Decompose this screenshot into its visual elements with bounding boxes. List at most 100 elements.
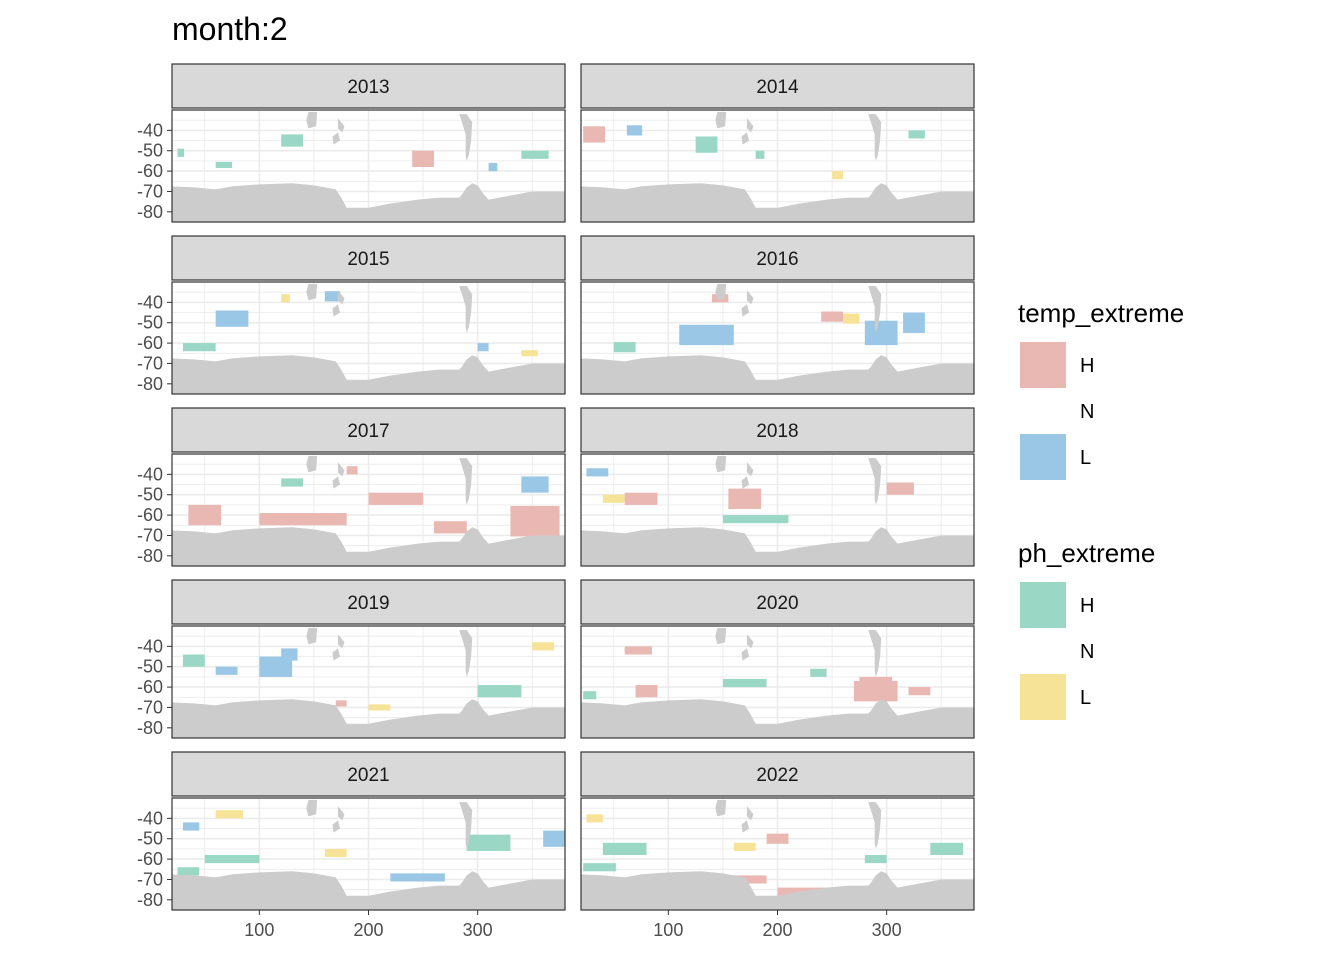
extreme-patch-ph-H <box>583 863 616 872</box>
extreme-patch-ph-H <box>204 855 260 864</box>
y-tick-label: -60 <box>137 333 163 353</box>
extreme-patch-ph-H <box>182 343 216 352</box>
legend-title: temp_extreme <box>1018 298 1184 328</box>
extreme-patch-temp-H <box>624 492 658 505</box>
south-america-land <box>459 458 473 505</box>
legend-key-label: N <box>1080 641 1094 663</box>
facet-strip-label: 2015 <box>347 249 389 270</box>
legend-key-swatch <box>1020 582 1066 628</box>
new-zealand-land <box>746 634 754 649</box>
antarctica-land <box>172 699 565 738</box>
plot-area <box>581 110 974 222</box>
extreme-patch-ph-L <box>368 704 391 711</box>
plot-area <box>172 798 565 910</box>
south-america-land <box>459 114 473 161</box>
extreme-patch-temp-L <box>543 830 565 847</box>
tasmania-land <box>715 284 727 301</box>
extreme-patch-ph-L <box>532 642 555 651</box>
extreme-patch-ph-H <box>281 478 303 487</box>
antarctica-land <box>581 871 974 910</box>
new-zealand-south-land <box>741 820 750 833</box>
plot-area <box>581 282 974 394</box>
legend-key-swatch <box>1020 342 1066 388</box>
extreme-patch-ph-L <box>602 494 625 503</box>
extreme-patch-temp-L <box>488 162 498 172</box>
facet-strip <box>580 235 975 281</box>
facet-panel-2022: 2022 100 200 300 <box>580 751 975 940</box>
plot-area <box>172 282 565 394</box>
y-tick-label: -70 <box>137 181 163 201</box>
new-zealand-land <box>746 806 754 821</box>
extreme-patch-ph-H <box>864 855 887 864</box>
new-zealand-land <box>337 462 345 477</box>
facet-panel-2021: 2021 -40-50-60-70-80 100 200 300 <box>137 751 566 940</box>
extreme-patch-temp-H <box>624 646 652 655</box>
facet-strip <box>580 751 975 797</box>
extreme-patch-temp-H <box>635 685 658 698</box>
y-tick-label: -50 <box>137 485 163 505</box>
extreme-patch-temp-L <box>281 648 298 661</box>
facet-strip-label: 2014 <box>756 77 799 98</box>
legend-temp-extreme: temp_extreme H N L <box>1018 298 1184 480</box>
extreme-patch-temp-L <box>679 324 734 346</box>
extreme-patch-ph-H <box>930 842 964 856</box>
x-tick-label: 300 <box>463 920 493 940</box>
y-tick-label: -70 <box>137 353 163 373</box>
new-zealand-land <box>337 118 345 133</box>
extreme-patch-ph-L <box>215 810 243 819</box>
y-tick-label: -80 <box>137 546 163 566</box>
extreme-patch-ph-H <box>613 342 636 353</box>
tasmania-land <box>715 112 727 129</box>
y-tick-label: -60 <box>137 161 163 181</box>
panel-border <box>580 453 975 567</box>
y-tick-label: -80 <box>137 374 163 394</box>
y-tick-label: -50 <box>137 657 163 677</box>
new-zealand-land <box>746 290 754 305</box>
south-america-land <box>868 114 882 161</box>
extreme-patch-temp-L <box>586 468 609 477</box>
extreme-patch-ph-H <box>177 148 185 157</box>
antarctica-land <box>172 355 565 394</box>
facet-strip <box>171 235 566 281</box>
extreme-patch-temp-H <box>583 126 606 143</box>
y-tick-label: -40 <box>137 292 163 312</box>
panel-border <box>171 453 566 567</box>
y-tick-label: -60 <box>137 849 163 869</box>
extreme-patch-temp-H <box>412 150 434 168</box>
south-america-land <box>459 802 473 849</box>
panel-border <box>580 625 975 739</box>
facet-strip <box>171 579 566 625</box>
antarctica-land <box>581 699 974 738</box>
new-zealand-south-land <box>741 132 750 145</box>
extreme-patch-temp-L <box>324 291 341 302</box>
extreme-patch-ph-L <box>586 814 603 823</box>
x-tick-label: 200 <box>353 920 383 940</box>
legend-key-label: L <box>1080 687 1091 709</box>
extreme-patch-ph-H <box>908 130 925 139</box>
y-tick-label: -40 <box>137 636 163 656</box>
extreme-patch-ph-H <box>466 834 511 851</box>
extreme-patch-temp-L <box>215 310 249 327</box>
facet-panel-2014: 2014 <box>580 63 975 223</box>
extreme-patch-temp-L <box>477 343 489 352</box>
legend-title: ph_extreme <box>1018 538 1155 568</box>
extreme-patch-ph-L <box>324 848 347 858</box>
extreme-patch-ph-H <box>215 161 233 169</box>
facet-panels: 2013-40-50-60-70-8020142015-40-50-60-70-… <box>137 63 975 940</box>
extreme-patch-temp-L <box>903 312 925 333</box>
tasmania-land <box>715 628 727 645</box>
facet-strip <box>580 63 975 109</box>
plot-area <box>172 454 565 566</box>
plot-area <box>172 626 565 738</box>
plot-area <box>581 454 974 566</box>
plot-area <box>172 110 565 222</box>
y-tick-label: -80 <box>137 202 163 222</box>
facet-strip-label: 2021 <box>347 765 389 786</box>
extreme-patch-ph-H <box>722 515 789 524</box>
panel-border <box>580 281 975 395</box>
facet-strip-label: 2020 <box>756 593 798 614</box>
extreme-patch-ph-H <box>477 685 522 698</box>
facet-panel-2016: 2016 <box>580 235 975 395</box>
tasmania-land <box>306 456 318 473</box>
